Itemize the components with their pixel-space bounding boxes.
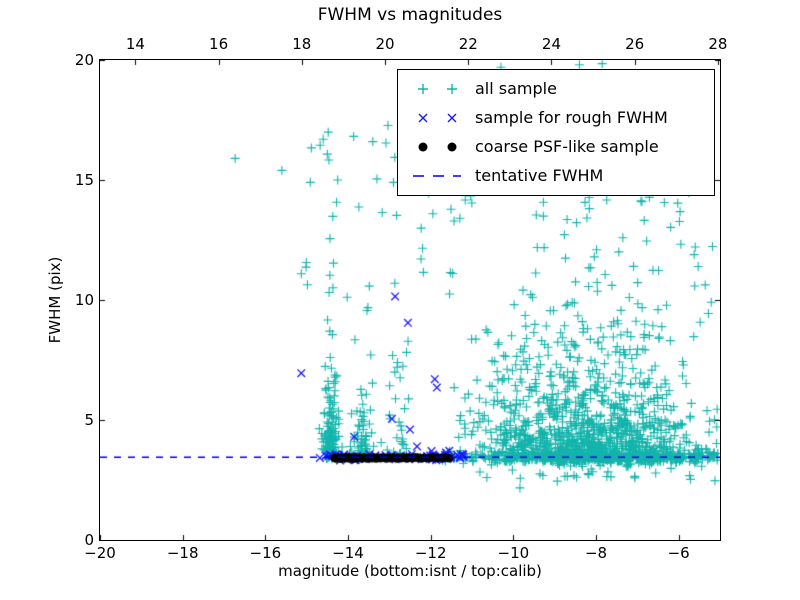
legend-entry: sample for rough FWHM — [398, 103, 714, 132]
x-tick-label-top: 18 — [292, 35, 312, 53]
x-tick-label-bottom: −8 — [584, 544, 608, 562]
legend-entry: all sample — [398, 74, 714, 103]
x-tick-label-bottom: −16 — [249, 544, 282, 562]
x-tick-label-top: 16 — [209, 35, 229, 53]
x-tick-label-top: 22 — [458, 35, 478, 53]
x-tick-label-top: 26 — [625, 35, 645, 53]
x-tick-label-bottom: −6 — [667, 544, 690, 562]
legend-label: coarse PSF-like sample — [475, 137, 659, 156]
x-tick-label-top: 24 — [541, 35, 562, 53]
x-tick-label-bottom: −12 — [414, 544, 447, 562]
x-tick-label-top: 20 — [375, 35, 395, 53]
legend-label: all sample — [475, 79, 557, 98]
y-tick-label: 5 — [84, 411, 94, 429]
x-tick-label-bottom: −20 — [84, 544, 116, 562]
dot-marker-icon — [418, 142, 457, 151]
plus-marker-icon — [418, 83, 457, 94]
cross-marker-icon — [418, 113, 457, 122]
x-tick-label-bottom: −10 — [497, 544, 530, 562]
x-tick-label-top: 28 — [708, 35, 728, 53]
x-tick-label-bottom: −14 — [332, 544, 364, 562]
legend-label: tentative FWHM — [475, 166, 604, 185]
x-tick-label-top: 14 — [125, 35, 145, 53]
y-tick-label: 20 — [74, 51, 94, 69]
legend-entry: tentative FWHM — [398, 161, 714, 190]
legend-entry: coarse PSF-like sample — [398, 132, 714, 161]
y-axis-label: FWHM (pix) — [46, 256, 64, 344]
y-tick-label: 15 — [74, 171, 94, 189]
legend: all sample sample for rough FWHM coarse PS… — [397, 69, 715, 196]
legend-label: sample for rough FWHM — [475, 108, 668, 127]
y-tick-label: 10 — [74, 291, 94, 309]
y-tick-label: 0 — [84, 531, 94, 549]
chart-title: FWHM vs magnitudes — [317, 5, 503, 25]
dashed-line-icon — [413, 174, 461, 177]
x-tick-label-bottom: −18 — [166, 544, 199, 562]
x-axis-label: magnitude (bottom:isnt / top:calib) — [278, 562, 542, 580]
